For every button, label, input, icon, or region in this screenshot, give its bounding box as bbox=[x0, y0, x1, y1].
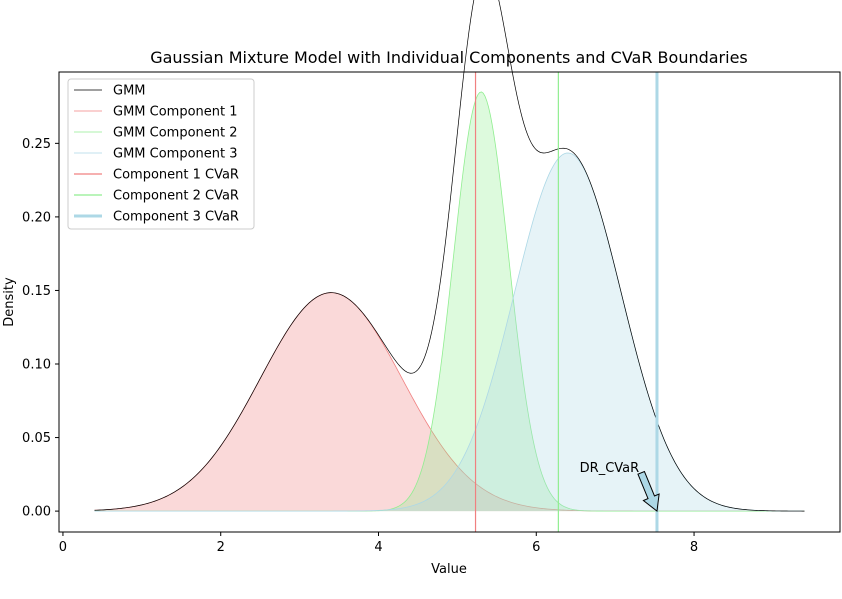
plot-area bbox=[94, 0, 805, 532]
y-axis: 0.00 0.05 0.10 0.15 0.20 0.25 bbox=[22, 137, 59, 520]
x-tick-label: 6 bbox=[532, 540, 540, 555]
legend-label: GMM Component 2 bbox=[113, 126, 238, 141]
legend-label: GMM bbox=[113, 84, 146, 99]
legend-label: Component 3 CVaR bbox=[113, 210, 239, 225]
legend-label: Component 1 CVaR bbox=[113, 168, 239, 183]
y-tick-label: 0.00 bbox=[22, 505, 51, 520]
x-axis: 0 2 4 6 8 bbox=[59, 532, 698, 555]
y-tick-label: 0.20 bbox=[22, 210, 51, 225]
axes-frame bbox=[58, 71, 841, 533]
chart-title: Gaussian Mixture Model with Individual C… bbox=[150, 48, 748, 67]
component-2-fill bbox=[94, 91, 805, 512]
gmm-curve bbox=[94, 0, 805, 512]
y-axis-label: Density bbox=[2, 277, 17, 327]
y-tick-label: 0.10 bbox=[22, 358, 51, 373]
x-tick-label: 8 bbox=[690, 540, 698, 555]
x-tick-label: 0 bbox=[59, 540, 67, 555]
legend-box bbox=[67, 78, 255, 230]
x-tick-label: 2 bbox=[217, 540, 225, 555]
y-tick-label: 0.05 bbox=[22, 431, 51, 446]
x-axis-label: Value bbox=[431, 562, 467, 577]
y-tick-label: 0.25 bbox=[22, 137, 51, 152]
dr-cvar-annotation: DR_CVaR bbox=[580, 461, 660, 513]
annotation-label: DR_CVaR bbox=[580, 461, 640, 476]
component-1-fill bbox=[94, 292, 805, 512]
component-3-fill bbox=[94, 152, 805, 512]
annotation-arrow bbox=[637, 470, 660, 513]
legend-label: Component 2 CVaR bbox=[113, 189, 239, 204]
legend: GMM GMM Component 1 GMM Component 2 GMM Com… bbox=[67, 78, 255, 230]
x-tick-label: 4 bbox=[374, 540, 382, 555]
legend-label: GMM Component 3 bbox=[113, 147, 238, 162]
legend-label: GMM Component 1 bbox=[113, 105, 238, 120]
y-tick-label: 0.15 bbox=[22, 284, 51, 299]
